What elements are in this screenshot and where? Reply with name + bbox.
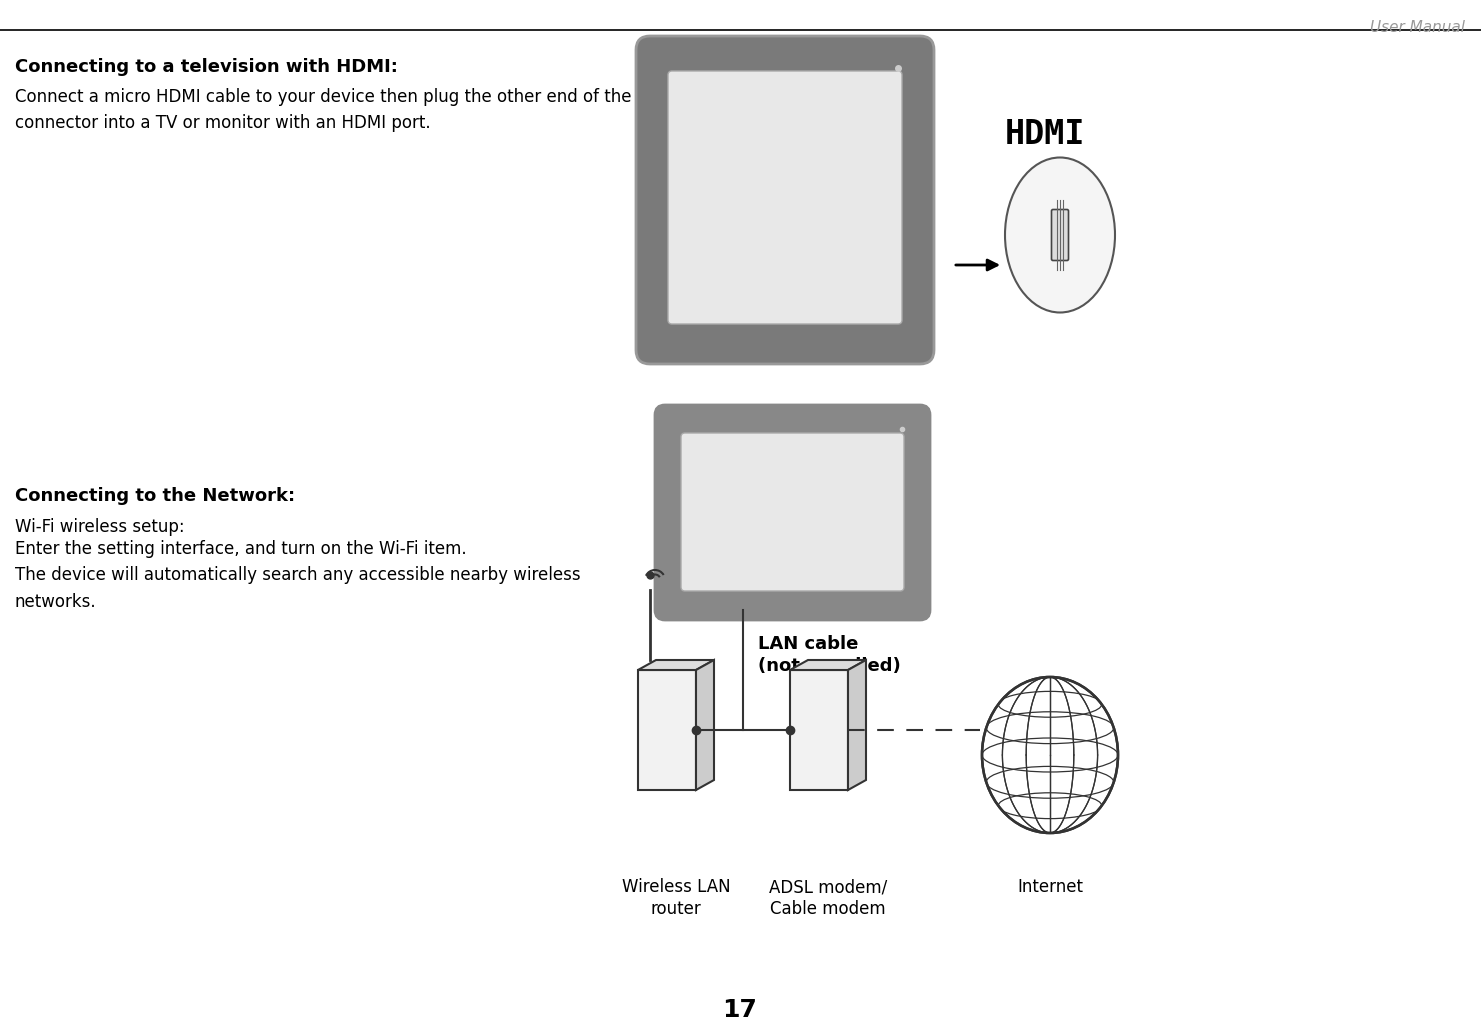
Text: ADSL modem/
Cable modem: ADSL modem/ Cable modem xyxy=(769,878,887,918)
Text: Enter the setting interface, and turn on the Wi-Fi item.
The device will automat: Enter the setting interface, and turn on… xyxy=(15,540,581,610)
Polygon shape xyxy=(849,660,866,790)
Text: Connecting to the Network:: Connecting to the Network: xyxy=(15,487,295,505)
Polygon shape xyxy=(789,670,849,790)
FancyBboxPatch shape xyxy=(1052,209,1068,261)
Ellipse shape xyxy=(1006,158,1115,313)
Polygon shape xyxy=(638,670,696,790)
Text: Wireless LAN
router: Wireless LAN router xyxy=(622,878,730,918)
Text: 17: 17 xyxy=(723,998,757,1022)
Polygon shape xyxy=(638,660,714,670)
Ellipse shape xyxy=(982,677,1118,833)
FancyBboxPatch shape xyxy=(635,36,935,364)
Text: HDMI: HDMI xyxy=(1006,118,1086,152)
Polygon shape xyxy=(696,660,714,790)
Polygon shape xyxy=(789,660,866,670)
Text: LAN cable
(not supplied): LAN cable (not supplied) xyxy=(758,635,900,675)
Text: Connecting to a television with HDMI:: Connecting to a television with HDMI: xyxy=(15,58,398,76)
Text: User Manual: User Manual xyxy=(1370,19,1465,35)
FancyBboxPatch shape xyxy=(681,433,903,591)
FancyBboxPatch shape xyxy=(668,71,902,324)
Text: Internet: Internet xyxy=(1017,878,1083,896)
FancyBboxPatch shape xyxy=(655,405,930,620)
Text: Connect a micro HDMI cable to your device then plug the other end of the HDMI
co: Connect a micro HDMI cable to your devic… xyxy=(15,88,681,132)
Text: Wi-Fi wireless setup:: Wi-Fi wireless setup: xyxy=(15,518,185,536)
